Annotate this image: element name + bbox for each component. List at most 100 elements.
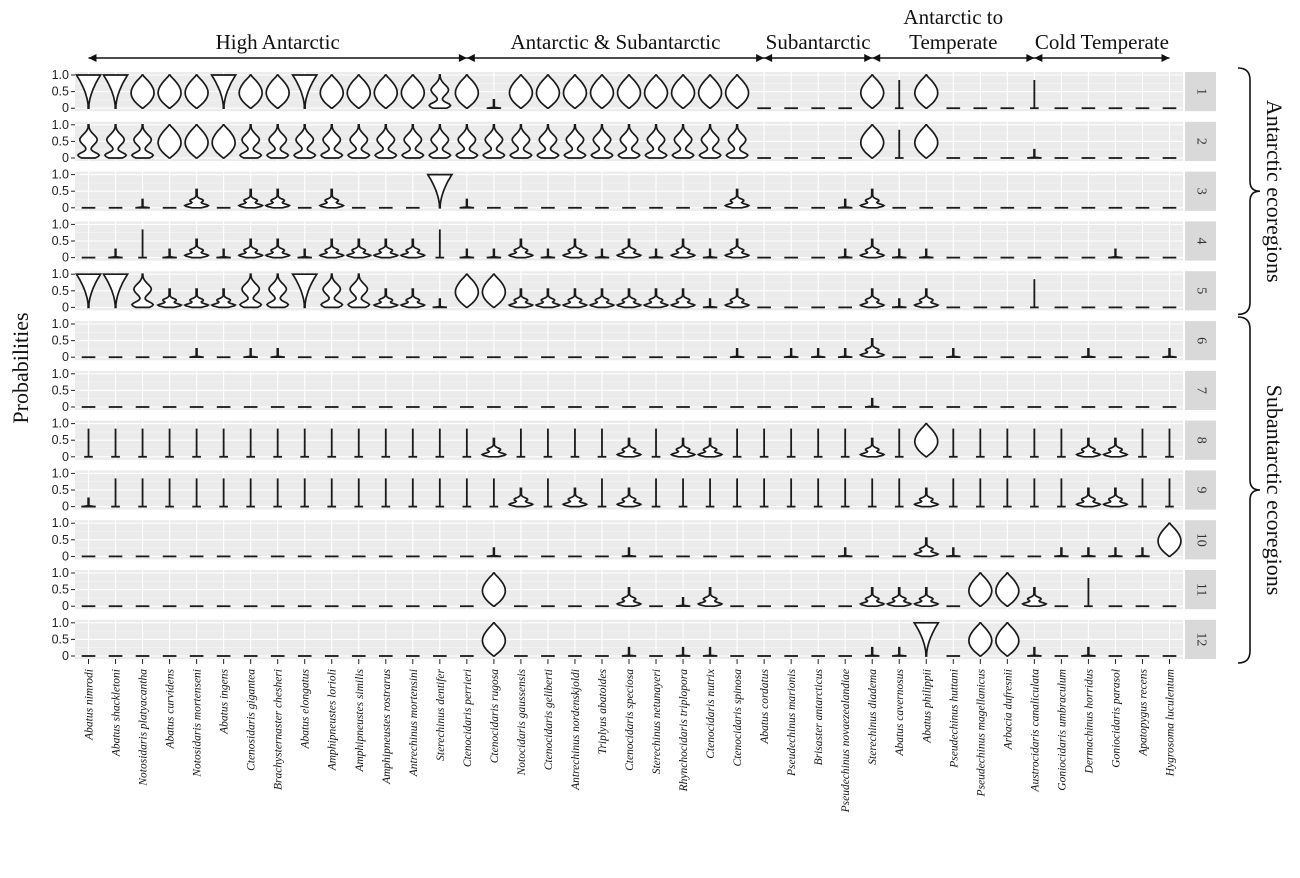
violin (481, 572, 507, 608)
y-tick-label: 0.5 (52, 184, 69, 198)
violin (481, 621, 507, 657)
violin (426, 173, 454, 209)
violin (345, 238, 373, 259)
violin (696, 587, 724, 608)
violin (318, 188, 345, 209)
strip-label: 10 (1193, 533, 1208, 547)
violin (211, 123, 236, 159)
y-tick-label: 0 (62, 400, 69, 414)
species-label: Rhynchocidaris triplopora (678, 669, 690, 793)
y-tick-label: 0 (62, 450, 69, 464)
violin (130, 273, 155, 309)
violin (1081, 646, 1096, 657)
violin (157, 74, 182, 110)
violin (372, 238, 400, 259)
violin (858, 587, 886, 608)
violin (346, 74, 372, 110)
species-label: Abatus philippii (921, 669, 933, 744)
y-tick-label: 0 (62, 151, 69, 165)
violin (1108, 248, 1123, 259)
violin (913, 123, 939, 159)
group-label: Antarctic & Subantarctic (511, 30, 721, 54)
strip-label: 4 (1193, 238, 1208, 245)
violin (264, 188, 291, 209)
violin (858, 238, 886, 259)
violin (509, 123, 533, 159)
violin (702, 298, 718, 309)
violin (783, 348, 799, 359)
group-arrowhead (88, 54, 97, 62)
y-tick-label: 0 (62, 201, 69, 215)
group-arrowhead (1034, 54, 1043, 62)
violin (455, 123, 479, 159)
axes: 0 0.5 1.0 0 0.5 1.0 0 0.5 1.0 0 0.5 1.0 0 0.5 1.0 0 0.5 1… (52, 68, 1177, 813)
ecoregion-bracket (1237, 316, 1261, 664)
group-arrowhead (872, 54, 881, 62)
violin (318, 238, 345, 259)
violin (913, 587, 940, 608)
violin (1108, 547, 1123, 558)
group-label: Antarctic to (903, 5, 1003, 29)
violin (130, 74, 155, 110)
strip-label: 7 (1193, 387, 1208, 394)
violin (237, 238, 264, 259)
species-label: Triplyus abatoides (597, 668, 609, 754)
violin (184, 123, 209, 159)
violin (108, 248, 123, 259)
violin (968, 621, 993, 657)
y-tick-label: 0.5 (52, 433, 69, 447)
violin (540, 248, 556, 259)
species-label: Abatus cordatus (759, 668, 771, 744)
violin (995, 621, 1020, 657)
y-tick-label: 1.0 (52, 616, 69, 630)
y-tick-label: 0 (62, 599, 69, 613)
strip-background (1185, 221, 1216, 261)
violin (291, 273, 319, 309)
violin (1102, 437, 1129, 458)
violin (669, 238, 697, 259)
y-tick-label: 1.0 (52, 516, 69, 530)
species-label: Abatus nimrodi (84, 669, 96, 741)
violin (702, 646, 718, 657)
strip-background (1185, 420, 1216, 460)
violin (1162, 348, 1177, 359)
strip-background (1185, 72, 1216, 112)
violin (621, 646, 637, 657)
violin (864, 646, 880, 657)
violin (536, 123, 560, 159)
group-label: High Antarctic (216, 30, 340, 54)
species-label: Abatus ingens (219, 668, 231, 734)
violin (615, 437, 643, 458)
species-label: Notocidaris gaussensis (516, 668, 528, 776)
violin (319, 74, 345, 110)
strip-label: 1 (1193, 88, 1208, 95)
ecoregion-bracket (1237, 67, 1261, 316)
species-label: Ctenocidaris spinosa (732, 669, 744, 767)
violin (399, 238, 427, 259)
group-label-line2: Temperate (909, 30, 997, 54)
violin (270, 348, 285, 359)
violin (480, 437, 508, 458)
violin (346, 123, 371, 159)
violin (912, 621, 940, 657)
species-label: Notosidaris mortenseni (192, 669, 204, 778)
y-tick-label: 0 (62, 500, 69, 514)
y-tick-label: 1.0 (52, 417, 69, 431)
strip-background (1185, 570, 1216, 610)
species-label: Apatopygus recens (1137, 668, 1149, 756)
violin (81, 497, 96, 508)
violin (481, 273, 507, 309)
violin (669, 437, 697, 458)
ecoregion-group-label: Antarctic ecoregions (1262, 100, 1287, 283)
violin (346, 273, 371, 309)
violin (562, 74, 588, 110)
violin (594, 248, 610, 259)
y-tick-label: 1.0 (52, 267, 69, 281)
violin (643, 74, 669, 110)
violin (216, 248, 231, 259)
y-tick-label: 1.0 (52, 367, 69, 381)
y-tick-label: 0 (62, 300, 69, 314)
violin (946, 348, 961, 359)
strip-label: 9 (1193, 487, 1208, 494)
y-tick-label: 0.5 (52, 583, 69, 597)
